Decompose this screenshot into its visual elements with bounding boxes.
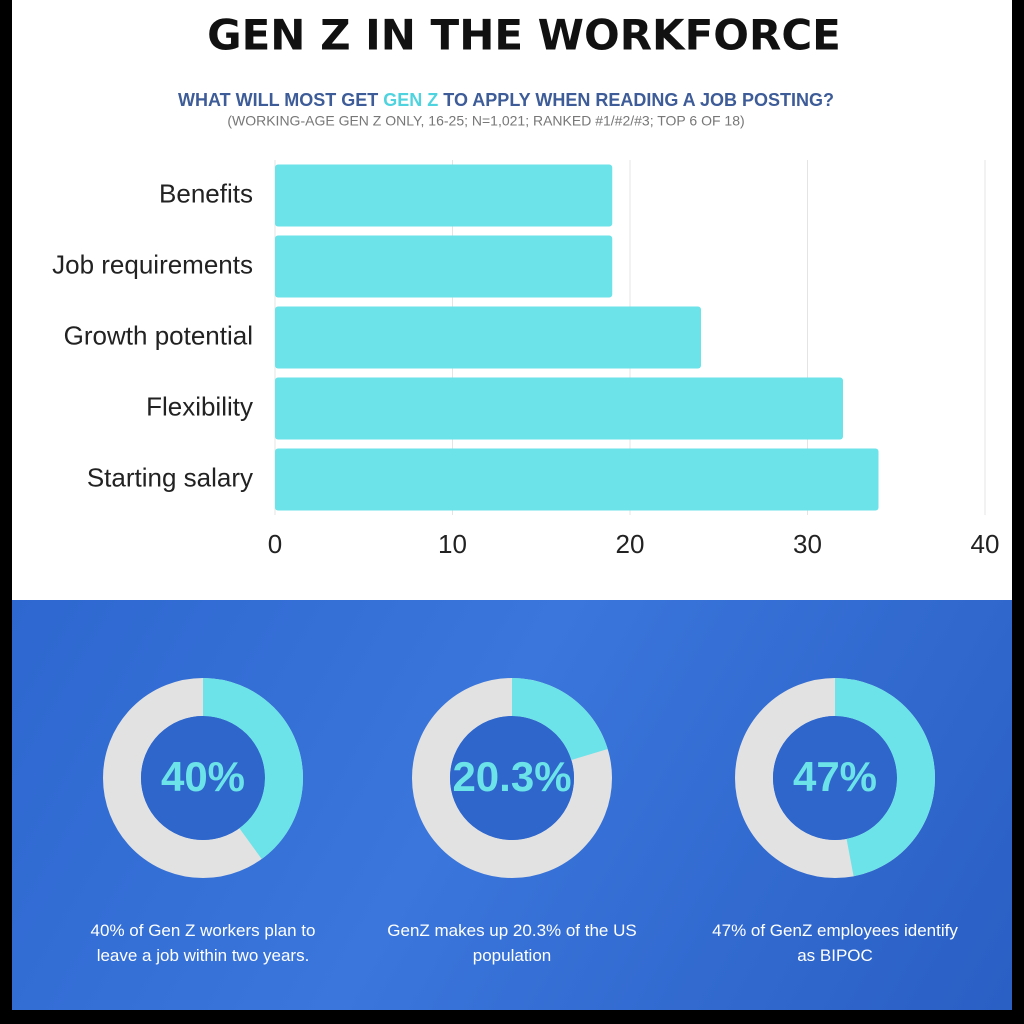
donut-label: 47%	[793, 753, 877, 800]
bar	[275, 377, 843, 440]
bar	[275, 235, 613, 298]
donut-segment	[412, 678, 612, 878]
chart: GEN Z IN THE WORKFORCE WHAT WILL MOST GE…	[52, 11, 1000, 878]
donut-caption: GenZ makes up 20.3% of the US population	[387, 921, 637, 965]
donut-segment	[735, 678, 935, 878]
x-tick-label: 0	[268, 529, 282, 559]
donut-center	[141, 716, 265, 840]
x-tick-label: 20	[616, 529, 645, 559]
donut-center	[773, 716, 897, 840]
y-tick-label: Flexibility	[146, 391, 253, 421]
y-tick-label: Job requirements	[52, 249, 253, 279]
donut-label: 20.3%	[452, 753, 571, 800]
donut-label: 40%	[161, 753, 245, 800]
donut-segment	[103, 678, 303, 878]
bar	[275, 164, 613, 227]
x-tick-label: 40	[971, 529, 1000, 559]
subtitle-part: TO APPLY WHEN READING A JOB POSTING?	[438, 90, 834, 110]
infographic: GEN Z IN THE WORKFORCE WHAT WILL MOST GE…	[12, 0, 1012, 1010]
donut-caption: 47% of GenZ employees identify as BIPOC	[712, 921, 958, 965]
chart-subtitle: WHAT WILL MOST GET GEN Z TO APPLY WHEN R…	[178, 90, 834, 110]
x-tick-label: 10	[438, 529, 467, 559]
chart-note: (WORKING-AGE GEN Z ONLY, 16-25; N=1,021;…	[227, 113, 744, 129]
subtitle-highlight: GEN Z	[383, 90, 438, 110]
x-tick-label: 30	[793, 529, 822, 559]
bar	[275, 306, 701, 369]
donut-caption: 40% of Gen Z workers plan to leave a job…	[90, 921, 316, 965]
donut-center	[450, 716, 574, 840]
subtitle-part: WHAT WILL MOST GET	[178, 90, 383, 110]
page-title: GEN Z IN THE WORKFORCE	[207, 11, 841, 60]
bar	[275, 448, 879, 511]
y-tick-label: Benefits	[159, 178, 253, 208]
y-tick-label: Starting salary	[87, 462, 253, 492]
y-tick-label: Growth potential	[64, 320, 253, 350]
